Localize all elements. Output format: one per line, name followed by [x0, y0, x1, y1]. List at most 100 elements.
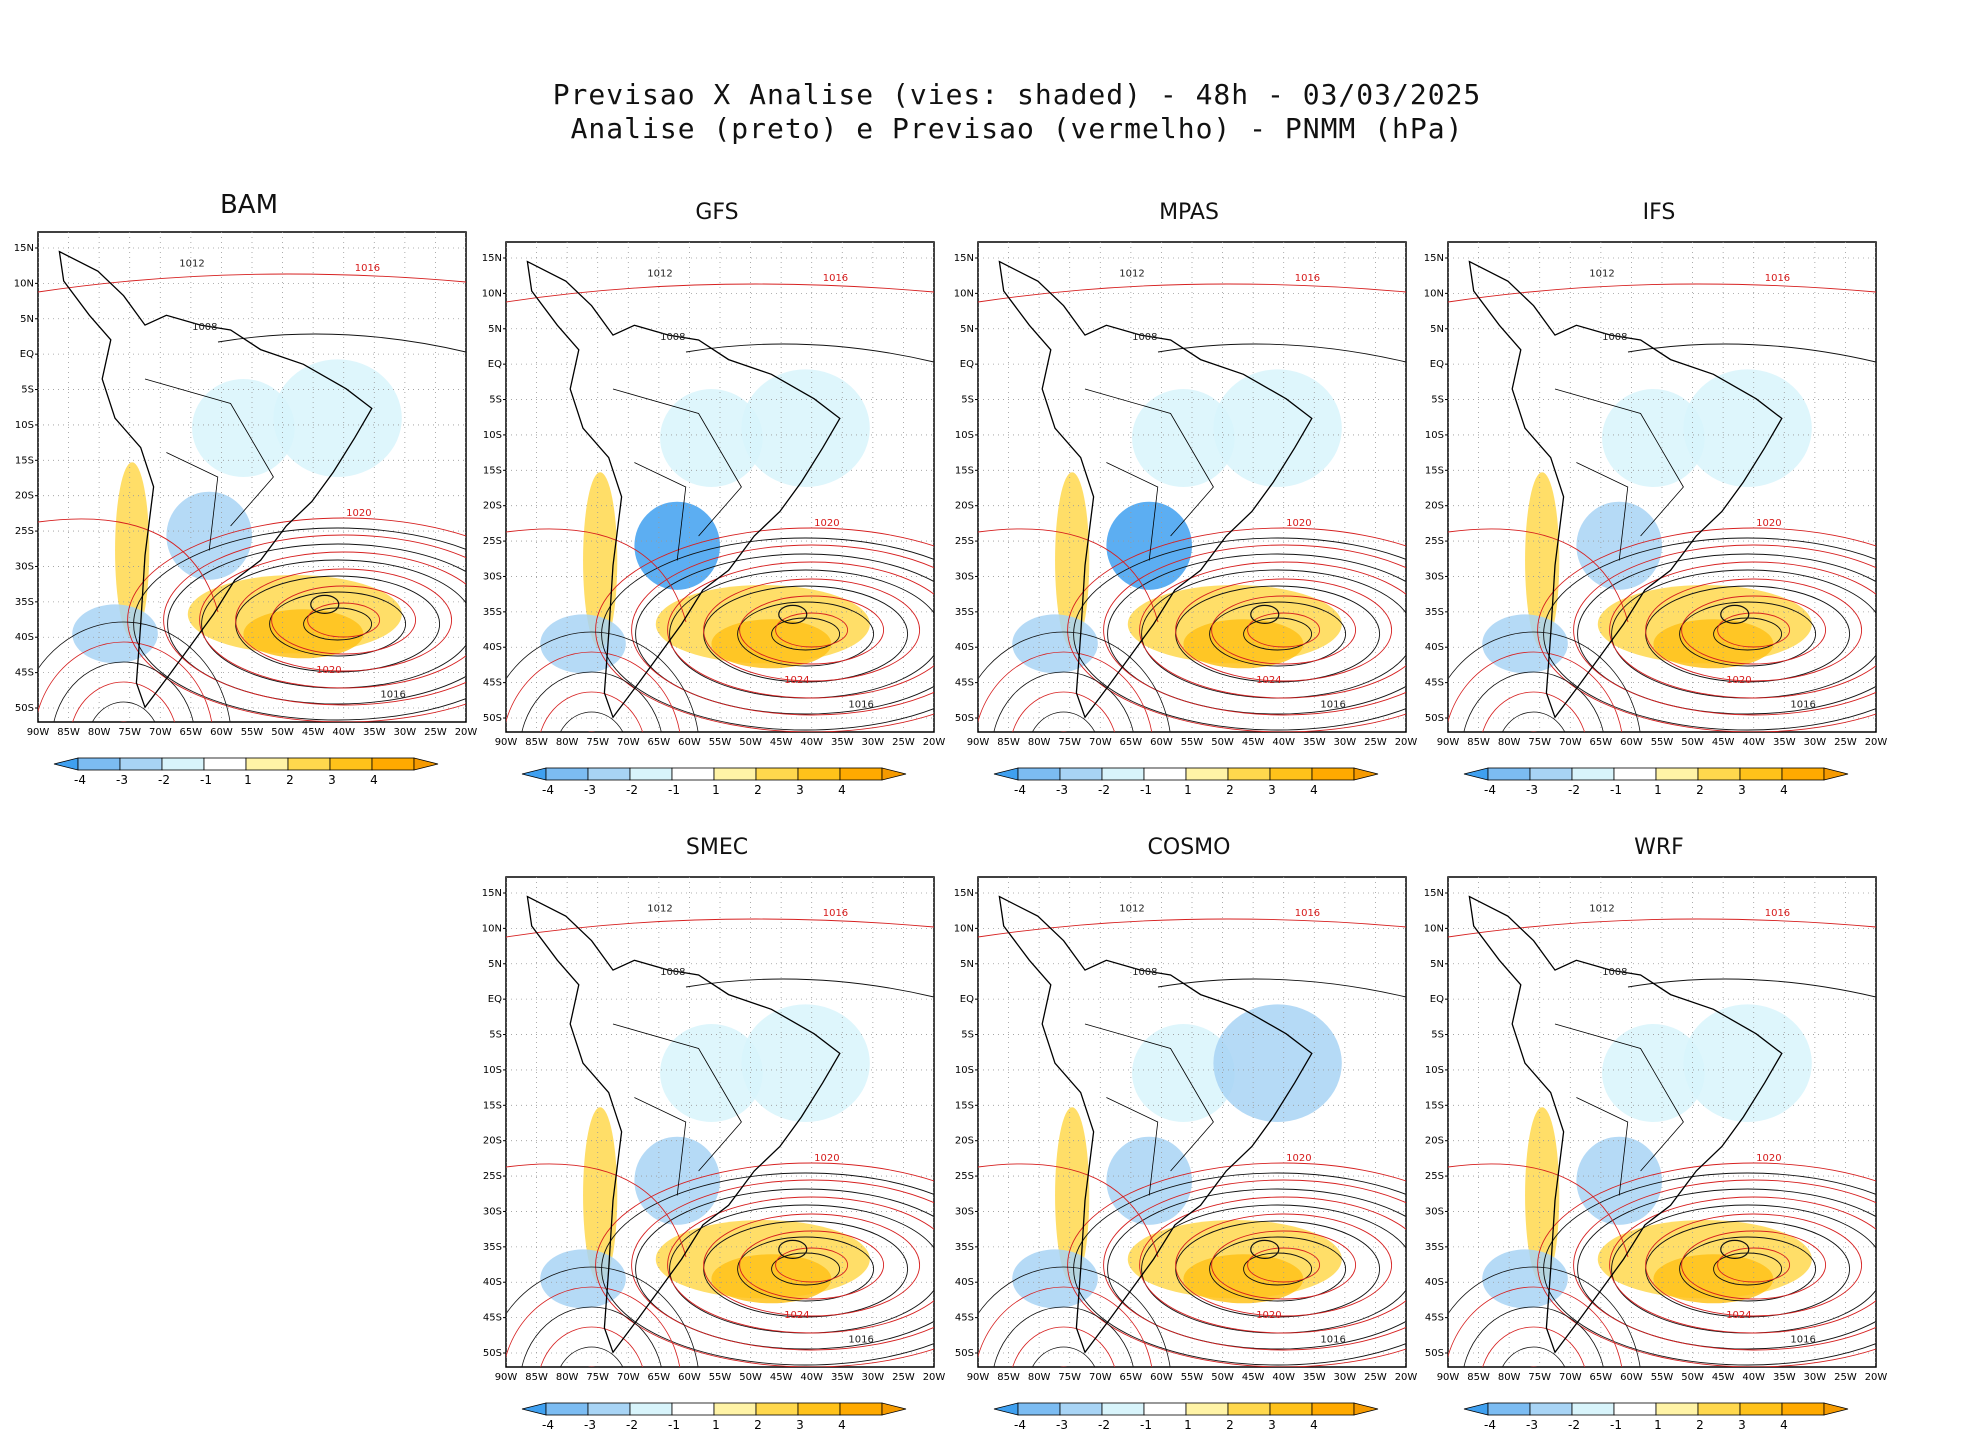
colorbar-label: -3 [584, 783, 596, 797]
lon-tick-label: 90W [967, 737, 990, 748]
lat-tick-label: 10N [1424, 923, 1444, 934]
isobar-label: 1012 [1589, 903, 1614, 914]
isobar-label: 1016 [1790, 1335, 1815, 1346]
bias-shading [1012, 614, 1098, 674]
isobar-label: 1016 [823, 908, 848, 919]
colorbar: -4 -3 -2 -1 1 2 3 4 [1463, 1402, 1849, 1432]
title-line-2: Analise (preto) e Previsao (vermelho) - … [570, 112, 1464, 145]
lat-tick-label: 30S [483, 571, 502, 582]
isobar-label: 1012 [1589, 268, 1614, 279]
continent-outline [998, 260, 1313, 719]
lon-tick-label: 90W [495, 1372, 518, 1383]
colorbar: -4 -3 -2 -1 1 2 3 4 [521, 767, 907, 797]
map-mpas: 1012 1016 1008 1020 1016 1024 15N 10N 5N EQ 5S 10S 1… [954, 241, 1417, 797]
lat-tick-label: 30S [483, 1206, 502, 1217]
isobar-label: 1020 [1286, 518, 1311, 529]
lon-tick-label: 35W [1773, 1372, 1796, 1383]
lon-tick-label: 50W [1681, 1372, 1704, 1383]
lat-tick-label: 15N [954, 888, 974, 899]
lon-tick-label: 20W [455, 727, 478, 738]
colorbar-label: -4 [1014, 1418, 1026, 1432]
colorbar-label: 1 [712, 1418, 720, 1432]
lon-tick-label: 90W [495, 737, 518, 748]
isobar-label: 1012 [647, 903, 672, 914]
lon-tick-label: 90W [1437, 737, 1460, 748]
lat-tick-label: 15N [14, 243, 34, 254]
lat-tick-label: 10S [483, 430, 502, 441]
lon-tick-label: 75W [1528, 1372, 1551, 1383]
colorbar: -4 -3 -2 -1 1 2 3 4 [521, 1402, 907, 1432]
panel-title: MPAS [1159, 200, 1219, 225]
lat-tick-label: 15S [15, 455, 34, 466]
colorbar-label: -2 [158, 773, 170, 787]
lon-tick-label: 25W [892, 1372, 915, 1383]
lon-tick-label: 55W [1181, 1372, 1204, 1383]
colorbar: -4 -3 -2 -1 1 2 3 4 [53, 757, 439, 787]
bias-shading [1602, 389, 1705, 487]
bias-shading [1055, 1107, 1090, 1284]
colorbar-label: 2 [286, 773, 294, 787]
lon-tick-label: 45W [1242, 1372, 1265, 1383]
colorbar-label: -2 [1568, 783, 1580, 797]
bias-shading [1525, 1107, 1560, 1284]
lon-tick-label: 50W [739, 737, 762, 748]
lon-tick-label: 60W [1150, 737, 1173, 748]
colorbar-label: -4 [542, 1418, 554, 1432]
bias-shading [711, 1254, 832, 1304]
bias-shading [540, 614, 626, 674]
bias-shading [166, 491, 252, 580]
figure-title: Previsao X Analise (vies: shaded) - 48h … [0, 78, 1964, 146]
lat-tick-label: 15N [954, 253, 974, 264]
panel-title: BAM [219, 190, 279, 220]
isobar-label: 1016 [1295, 273, 1320, 284]
lat-tick-label: EQ [488, 359, 502, 370]
bias-shading [711, 619, 832, 669]
lat-tick-label: 30S [955, 571, 974, 582]
bias-shading [243, 609, 364, 659]
lon-tick-label: 30W [394, 727, 417, 738]
lat-tick-label: 5N [1430, 324, 1444, 335]
lon-tick-label: 65W [1590, 737, 1613, 748]
bias-shading [741, 369, 870, 487]
bias-shading [1683, 369, 1812, 487]
isobar-label: 1020 [1756, 1153, 1781, 1164]
lon-tick-label: 85W [1467, 737, 1490, 748]
lat-tick-label: 10N [954, 288, 974, 299]
lat-tick-label: EQ [488, 994, 502, 1005]
lon-tick-label: 25W [1834, 1372, 1857, 1383]
lat-tick-label: 15N [482, 888, 502, 899]
lat-tick-label: 35S [1425, 607, 1444, 618]
colorbar-label: -3 [1526, 783, 1538, 797]
lat-tick-label: 40S [483, 642, 502, 653]
bias-shading [1106, 501, 1192, 590]
colorbar-label: -1 [1140, 1418, 1152, 1432]
lon-tick-label: 60W [210, 727, 233, 738]
lat-tick-label: 10S [955, 430, 974, 441]
panel-gfs: GFS 1012 1016 1008 1020 1016 1024 15N 10N 5N EQ 5S 1… [468, 200, 946, 797]
bias-shading [1602, 1024, 1705, 1122]
lon-tick-label: 20W [923, 1372, 946, 1383]
panel-bam: BAM 1012 1016 1008 1020 1016 1020 15N 10N 5N EQ 5S 1… [0, 190, 478, 787]
colorbar-label: 4 [838, 783, 846, 797]
lat-tick-label: 10N [14, 278, 34, 289]
lat-tick-label: 30S [15, 561, 34, 572]
bias-shading [583, 472, 618, 649]
continent-outline [58, 250, 373, 709]
lat-tick-label: 10N [482, 923, 502, 934]
isobar-label: 1016 [848, 1335, 873, 1346]
lon-tick-label: 80W [1498, 1372, 1521, 1383]
panel-smec: SMEC 1012 1016 1008 1020 1016 1024 15N 10N 5N EQ 5S… [468, 835, 946, 1432]
lon-tick-label: 45W [302, 727, 325, 738]
colorbar-label: 1 [1654, 783, 1662, 797]
colorbar-label: 1 [1184, 783, 1192, 797]
lon-tick-label: 65W [1120, 737, 1143, 748]
lat-tick-label: 50S [955, 1348, 974, 1359]
lat-tick-label: 35S [955, 1242, 974, 1253]
bias-shading [1055, 472, 1090, 649]
lon-tick-label: 65W [648, 737, 671, 748]
isobar-label: 1024 [1726, 1310, 1751, 1321]
lon-tick-label: 75W [1058, 737, 1081, 748]
lat-tick-label: 20S [483, 1136, 502, 1147]
colorbar-label: 4 [838, 1418, 846, 1432]
colorbar-label: -1 [668, 783, 680, 797]
